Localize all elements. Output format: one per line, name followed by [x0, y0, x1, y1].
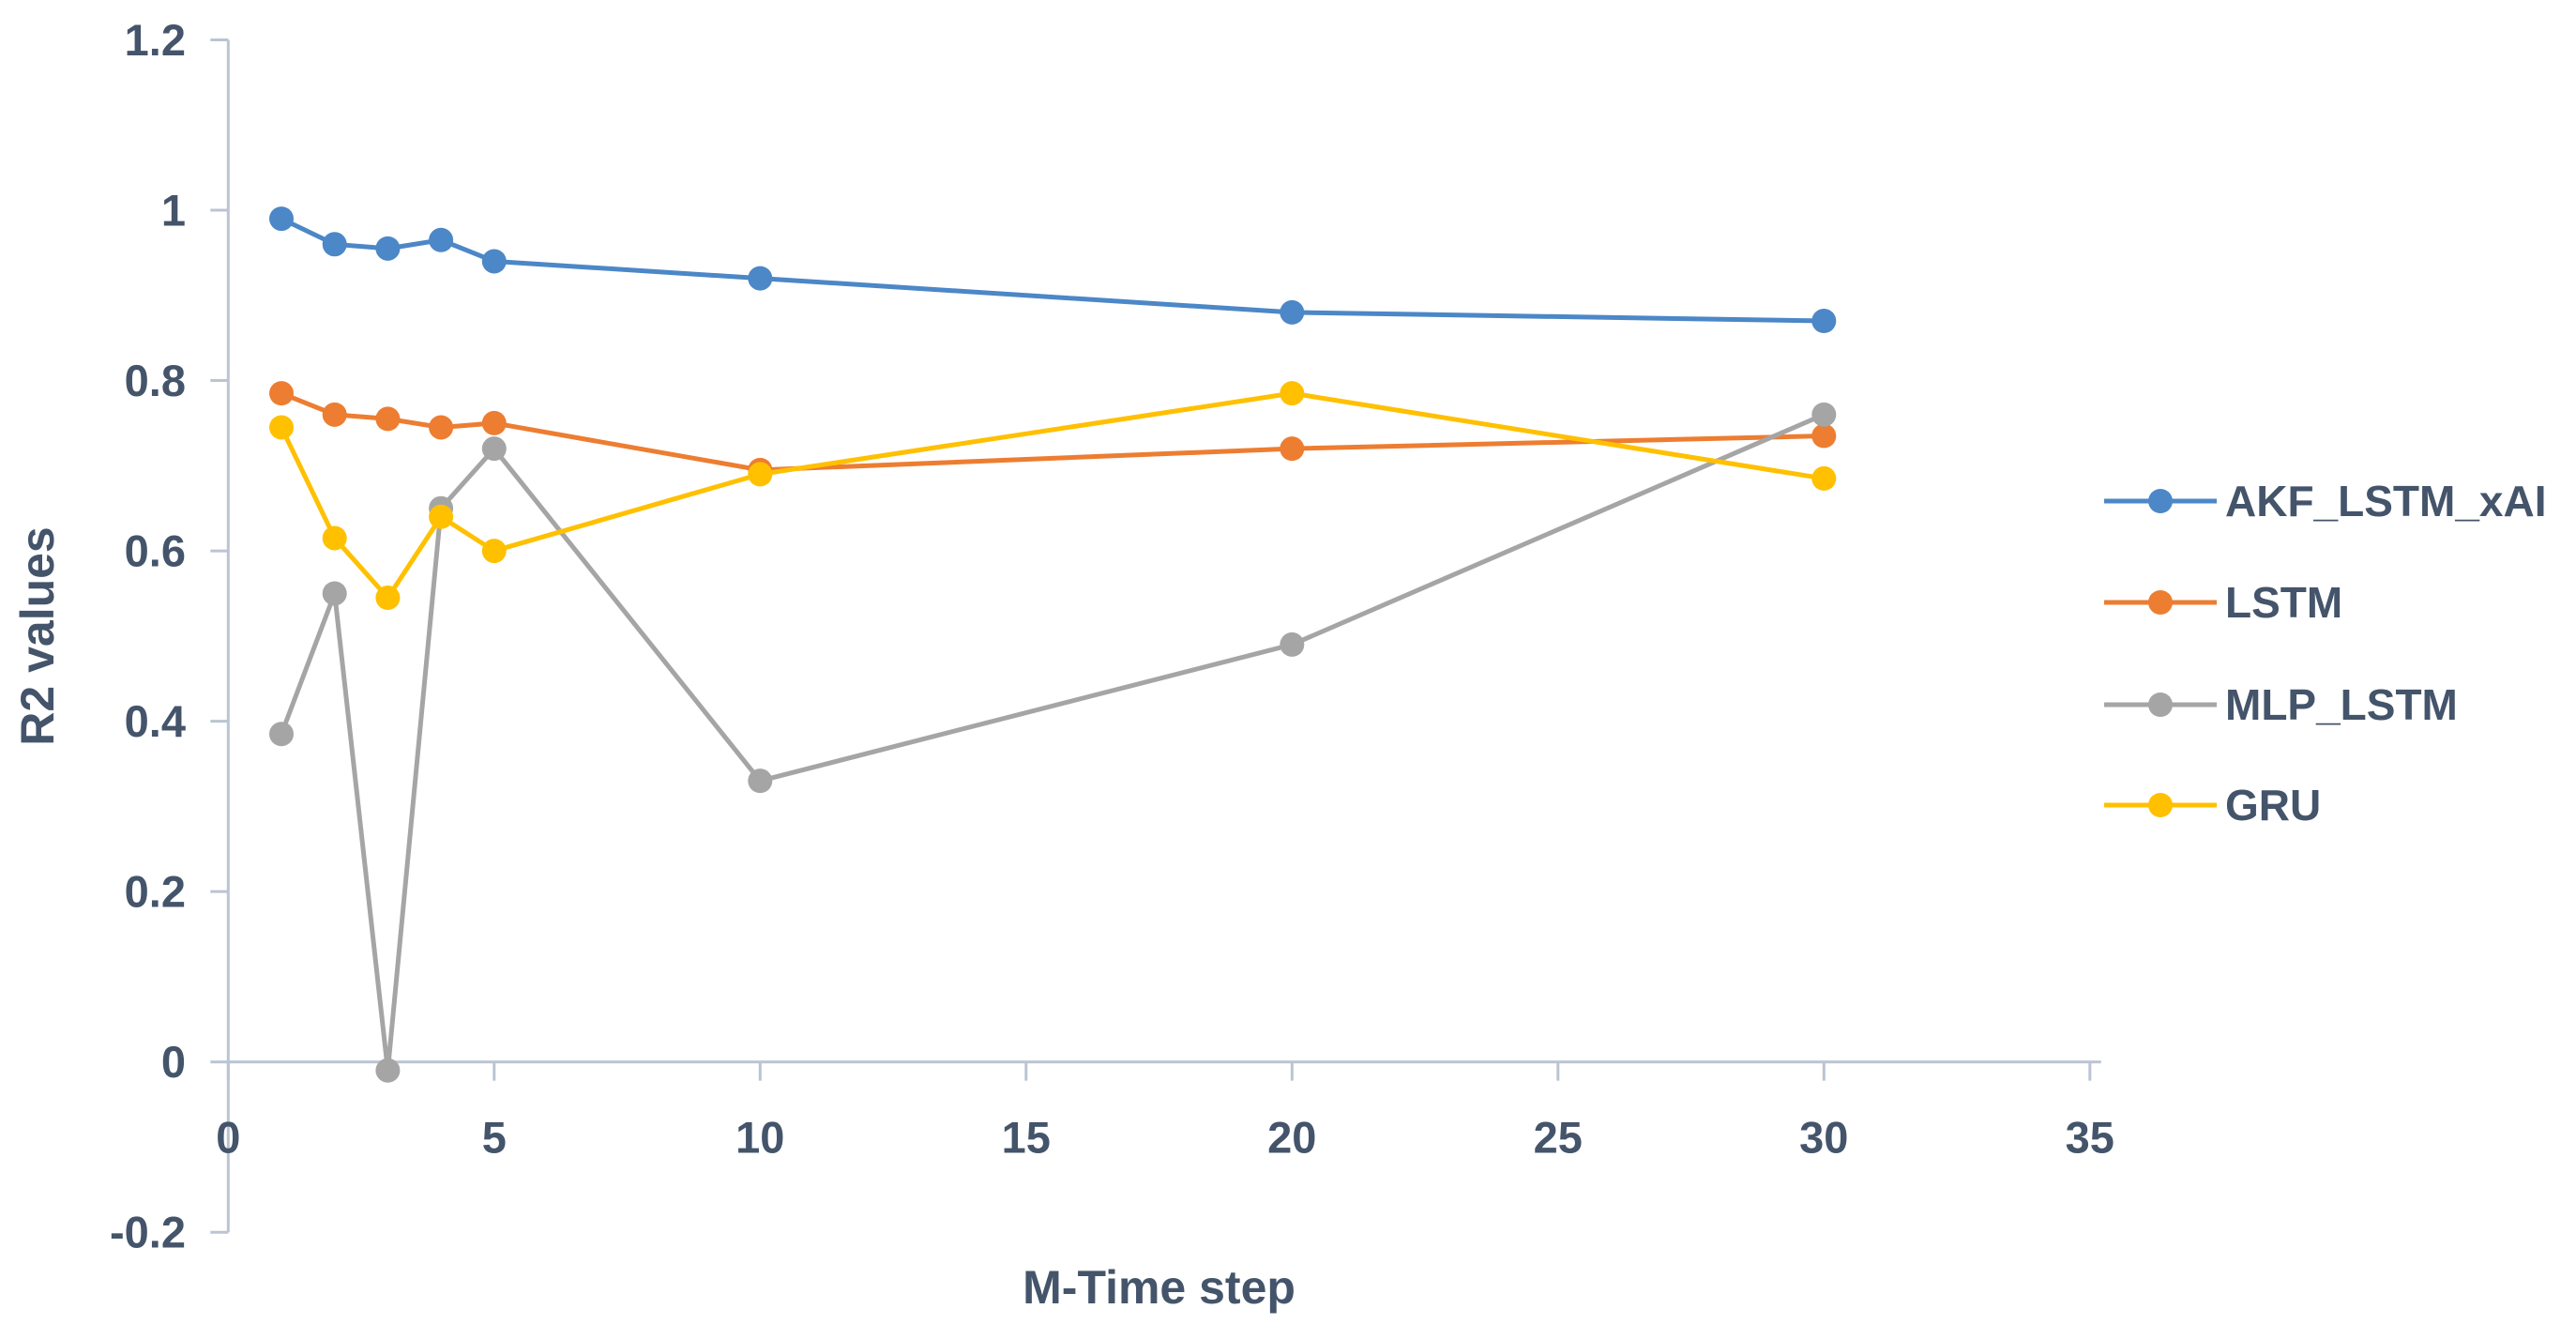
y-axis-tick-label: -0.2	[110, 1208, 186, 1257]
x-axis-tick-label: 20	[1267, 1113, 1316, 1163]
series-line-mlp_lstm	[279, 412, 1826, 1073]
series-akf_lstm_xai	[269, 206, 1837, 334]
data-point-mlp_lstm-x2	[322, 581, 347, 606]
x-axis-tick-label: 35	[2066, 1113, 2114, 1163]
y-axis-tick-label: 0	[161, 1037, 186, 1087]
data-point-gru-x20	[1280, 381, 1305, 406]
y-axis-tick-label: 0.4	[125, 696, 186, 746]
x-axis-tick-label: 30	[1799, 1113, 1848, 1163]
x-axis-tick-label: 5	[482, 1113, 507, 1163]
data-point-gru-x4	[429, 504, 454, 529]
data-point-akf_lstm_xai-x2	[322, 232, 347, 257]
data-point-gru-x10	[748, 462, 773, 487]
legend-item-akf_lstm_xai: AKF_LSTM_xAI	[2104, 477, 2546, 525]
legend-marker-icon	[2148, 692, 2173, 717]
x-axis-tick-label: 10	[735, 1113, 784, 1163]
legend-label: GRU	[2225, 781, 2321, 829]
x-axis-tick-label: 25	[1534, 1113, 1583, 1163]
legend-label: AKF_LSTM_xAI	[2225, 477, 2546, 525]
series-line-akf_lstm_xai	[279, 216, 1826, 324]
data-point-gru-x1	[269, 415, 294, 440]
legend-item-gru: GRU	[2104, 781, 2321, 829]
legend-marker-icon	[2148, 590, 2173, 615]
series-mlp_lstm	[269, 402, 1837, 1083]
legend-marker-icon	[2148, 793, 2173, 817]
data-point-mlp_lstm-x20	[1280, 632, 1305, 657]
y-axis-tick-label: 1.2	[125, 15, 186, 65]
y-axis-tick-label: 0.8	[125, 356, 186, 405]
data-point-mlp_lstm-x3	[375, 1058, 401, 1083]
data-point-lstm-x3	[375, 406, 401, 432]
legend-label: LSTM	[2225, 578, 2342, 627]
legend-label: MLP_LSTM	[2225, 680, 2458, 729]
x-axis-title: M-Time step	[1023, 1261, 1296, 1314]
x-axis-tick-label: 0	[216, 1113, 240, 1163]
data-point-lstm-x20	[1280, 436, 1305, 462]
data-point-akf_lstm_xai-x1	[269, 206, 294, 232]
axes: -0.2 0 0.2 0.4 0.6 0.8 1 1.2 0 5 10 15 20 25 30 35	[110, 15, 2114, 1257]
data-point-akf_lstm_xai-x4	[429, 227, 454, 252]
data-point-mlp_lstm-x5	[481, 436, 507, 462]
data-point-mlp_lstm-x10	[748, 769, 773, 794]
legend-marker-icon	[2148, 489, 2173, 513]
y-axis-tick-label: 0.2	[125, 867, 186, 917]
data-point-lstm-x5	[481, 410, 507, 435]
data-point-lstm-x2	[322, 402, 347, 427]
y-axis-title: R2 values	[11, 526, 64, 745]
series-gru	[269, 381, 1837, 611]
data-point-akf_lstm_xai-x30	[1811, 309, 1837, 334]
x-axis-tick-label: 15	[1002, 1113, 1051, 1163]
data-point-akf_lstm_xai-x3	[375, 236, 401, 261]
data-point-mlp_lstm-x30	[1811, 402, 1837, 427]
legend-item-lstm: LSTM	[2104, 578, 2342, 627]
data-point-lstm-x30	[1811, 423, 1837, 449]
legend-item-mlp_lstm: MLP_LSTM	[2104, 680, 2458, 729]
y-axis-tick-label: 0.6	[125, 526, 186, 576]
data-point-akf_lstm_xai-x10	[748, 266, 773, 291]
series-line-gru	[279, 390, 1826, 601]
data-point-lstm-x4	[429, 415, 454, 440]
data-point-gru-x30	[1811, 465, 1837, 491]
data-point-akf_lstm_xai-x5	[481, 249, 507, 274]
y-axis-tick-label: 1	[161, 186, 186, 236]
data-point-gru-x5	[481, 539, 507, 564]
data-point-gru-x3	[375, 586, 401, 611]
data-point-mlp_lstm-x1	[269, 722, 294, 747]
legend: AKF_LSTM_xAI LSTM MLP_LSTM GRU	[2104, 477, 2546, 829]
data-point-lstm-x1	[269, 381, 294, 406]
data-point-akf_lstm_xai-x20	[1280, 299, 1305, 325]
data-point-gru-x2	[322, 525, 347, 551]
